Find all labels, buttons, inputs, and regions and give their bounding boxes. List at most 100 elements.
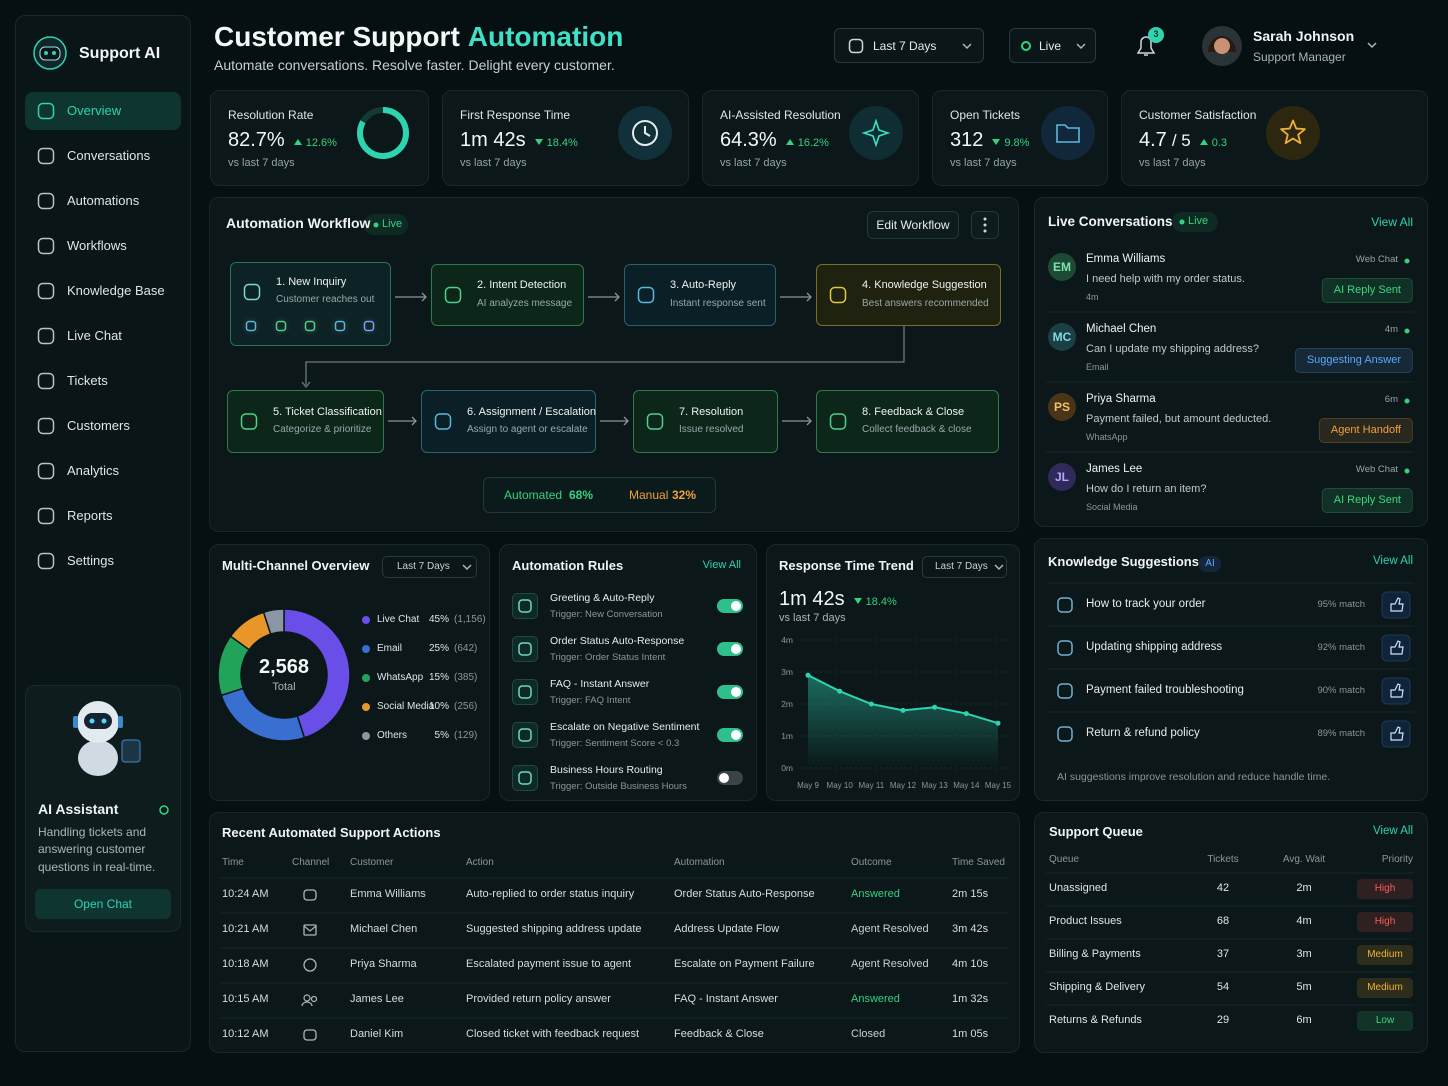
priority-label: High [1374, 882, 1396, 894]
panel-title: Knowledge Suggestions [1048, 553, 1199, 569]
suggestion-match: 95% match [1317, 599, 1365, 611]
step-title[interactable]: 4. Knowledge Suggestion [862, 279, 987, 292]
workflow-step[interactable] [633, 390, 778, 453]
nav-item[interactable]: Conversations [67, 147, 151, 163]
panel [1034, 812, 1428, 1053]
cell: Order Status Auto-Response [674, 888, 815, 901]
cell: Closed ticket with feedback request [466, 1028, 640, 1041]
nav-item[interactable]: Customers [67, 417, 130, 433]
y-tick-label: 0m [781, 762, 793, 773]
kpi-value-row: 312 9.8% [950, 128, 1029, 152]
legend-name: Live Chat [377, 613, 420, 625]
view-all[interactable]: View All [1371, 214, 1413, 229]
kpi-change: 0.3 [1211, 137, 1228, 149]
button-label[interactable]: Edit Workflow [876, 217, 950, 232]
kpi-change: 12.6% [305, 137, 337, 149]
workflow-step[interactable] [816, 264, 1001, 326]
panel-title: Automation Workflow [226, 215, 371, 232]
kpi-suffix: / 5 [1171, 131, 1191, 150]
step-desc: Assign to agent or escalate [467, 424, 588, 436]
kpi-label: Open Tickets [950, 107, 1021, 122]
kpi-value-row: 4.7/ 5 0.3 [1139, 128, 1227, 152]
rule-trigger: Trigger: Order Status Intent [550, 652, 666, 664]
menu-button[interactable] [971, 211, 999, 239]
view-all[interactable]: View All [1372, 554, 1413, 567]
range-label[interactable]: Last 7 Days [873, 38, 937, 53]
meta: Email [1086, 362, 1109, 373]
panel-footer: AI suggestions improve resolution and re… [1057, 771, 1331, 784]
step-title[interactable]: 7. Resolution [679, 405, 744, 418]
nav-item[interactable]: Reports [67, 507, 113, 523]
cell: Suggested shipping address update [466, 923, 642, 936]
trend-arrow [853, 598, 862, 604]
kpi-label: Customer Satisfaction [1139, 107, 1257, 122]
view-all[interactable]: View All [1372, 824, 1413, 837]
legend-count: (642) [454, 642, 478, 654]
status-label: Live [1188, 215, 1209, 228]
kpi-value-row: 82.7% 12.6% [228, 128, 337, 152]
cell: Agent Resolved [851, 923, 929, 936]
panel [499, 544, 757, 801]
step-title[interactable]: 5. Ticket Classification [273, 405, 382, 418]
workflow-step[interactable] [816, 390, 999, 453]
button-label[interactable]: Open Chat [73, 896, 133, 911]
nav-item[interactable]: Overview [67, 102, 122, 118]
mode-label[interactable]: Live [1039, 38, 1062, 53]
rule-trigger: Trigger: Sentiment Score < 0.3 [550, 738, 680, 750]
nav-item[interactable]: Knowledge Base [67, 282, 165, 298]
chevron [1367, 42, 1377, 49]
automated-label: Automated [504, 487, 563, 502]
button[interactable] [35, 889, 171, 919]
legend-count: (129) [454, 729, 478, 741]
rule-icon [512, 679, 538, 705]
suggestion-title[interactable]: Updating shipping address [1086, 640, 1223, 653]
step-title[interactable]: 8. Feedback & Close [862, 405, 965, 418]
step-title[interactable]: 3. Auto-Reply [670, 279, 737, 292]
workflow-step[interactable] [421, 390, 596, 453]
workflow-step[interactable] [227, 390, 384, 453]
range-label[interactable]: Last 7 Days [935, 560, 988, 572]
step-desc: Collect feedback & close [862, 424, 972, 436]
status-tag: Agent Handoff [1318, 418, 1413, 444]
step-title[interactable]: 2. Intent Detection [477, 279, 567, 292]
legend-name: Email [377, 642, 403, 654]
nav-item[interactable]: Settings [67, 552, 114, 568]
nav-item[interactable]: Tickets [67, 372, 108, 388]
manual-label: Manual [629, 487, 669, 502]
range-label[interactable]: Last 7 Days [397, 560, 450, 572]
column-header: Action [466, 856, 494, 868]
y-tick-label: 3m [781, 666, 793, 677]
nav-item[interactable]: Live Chat [67, 327, 122, 343]
status-tag: AI Reply Sent [1321, 488, 1413, 514]
workflow-step[interactable] [431, 264, 584, 326]
kpi-value: 82.7% [228, 129, 285, 151]
nav-item[interactable]: Workflows [67, 237, 127, 253]
nav-item[interactable]: Analytics [67, 462, 120, 478]
trend-value: 1m 42s [779, 588, 845, 610]
suggestion-title[interactable]: Return & refund policy [1086, 726, 1200, 739]
suggestion-title[interactable]: How to track your order [1086, 597, 1206, 610]
avatar-initials: EM [1053, 259, 1071, 274]
priority-pill [1357, 1011, 1413, 1031]
step-title[interactable]: 6. Assignment / Escalation [467, 405, 597, 418]
x-tick-label: May 13 [921, 781, 948, 791]
priority-pill [1357, 879, 1413, 899]
dropdown[interactable] [382, 556, 477, 578]
cell: 1m 05s [952, 1028, 989, 1041]
meta: Web Chat [1355, 464, 1398, 476]
cell: 6m [1296, 1014, 1312, 1027]
legend-percent: 25% [428, 642, 449, 654]
view-all[interactable]: View All [702, 559, 741, 572]
dropdown[interactable] [922, 556, 1007, 578]
step-title[interactable]: 1. New Inquiry [276, 276, 347, 289]
button[interactable] [867, 211, 959, 239]
step-desc: Issue resolved [679, 424, 744, 436]
workflow-step[interactable] [624, 264, 776, 326]
cell: Answered [851, 993, 900, 1006]
suggestion-title[interactable]: Payment failed troubleshooting [1086, 683, 1244, 696]
meta: 6m [1384, 394, 1398, 406]
bell[interactable] [1136, 36, 1156, 56]
status-badge [1172, 212, 1218, 232]
nav-item[interactable]: Automations [67, 192, 140, 208]
kpi-value: 1m 42s [460, 129, 526, 151]
